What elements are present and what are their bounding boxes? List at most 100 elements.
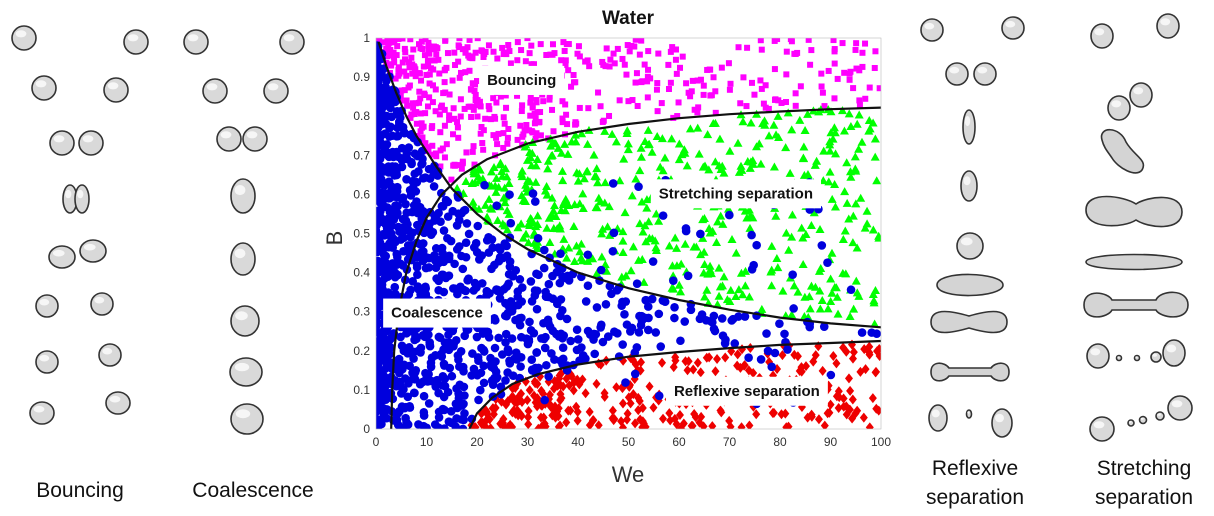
coalescence-point: [457, 415, 466, 424]
coalescence-point: [399, 233, 408, 243]
bouncing-point: [480, 127, 487, 134]
stretching-point: [846, 122, 856, 131]
stretching-point: [874, 233, 881, 242]
stretching-point: [578, 189, 588, 198]
reflexive-point: [618, 383, 627, 394]
coalescence-point: [540, 343, 550, 353]
coalescence-point: [608, 246, 618, 256]
coalescence-point: [409, 354, 418, 363]
coalescence-point: [418, 256, 428, 266]
boundary-coalescence-reflexive: [468, 339, 881, 429]
stretching-point: [469, 167, 479, 176]
bouncing-point: [427, 65, 434, 72]
coalescence-point: [533, 233, 543, 243]
coalescence-point: [558, 343, 568, 352]
bouncing-point: [446, 112, 453, 119]
bouncing-point: [740, 74, 747, 81]
bouncing-point: [457, 162, 464, 169]
coalescence-point: [410, 368, 420, 377]
bouncing-point: [480, 53, 487, 60]
stretching-point: [803, 169, 813, 178]
stretching-point: [652, 132, 662, 141]
coalescence-point: [770, 348, 780, 358]
bouncing-point: [825, 67, 832, 74]
coalescence-point: [502, 282, 512, 291]
coalescence-point: [425, 338, 434, 347]
bouncing-point: [466, 67, 473, 74]
bouncing-point: [561, 47, 568, 54]
coalescence-point: [539, 334, 549, 344]
stretching-point: [745, 163, 755, 172]
coalescence-point: [424, 263, 434, 272]
x-tick-labels: 0 10 20 30 40 50 60 70 80 90 100: [373, 435, 892, 449]
bouncing-point: [527, 94, 534, 101]
coalescence-point: [434, 332, 444, 342]
stretching-point: [716, 211, 726, 220]
stretching-point: [577, 129, 587, 138]
coalescence-point: [449, 284, 458, 293]
coalescence-point: [417, 160, 426, 169]
bouncing-point: [480, 146, 487, 153]
bouncing-point: [549, 41, 556, 48]
bouncing-point: [401, 68, 408, 75]
bouncing-point: [771, 38, 778, 44]
stretching-point: [700, 292, 710, 301]
bouncing-point: [677, 64, 684, 71]
stretching-point: [618, 236, 628, 245]
coalescence-point: [607, 289, 616, 299]
coalescence-point: [409, 388, 419, 398]
stretching-point: [546, 151, 556, 160]
stretching-point: [815, 286, 825, 295]
reflexive-point: [675, 409, 684, 420]
bouncing-point: [852, 46, 859, 53]
reflexive-point: [564, 405, 573, 416]
coalescence-point: [473, 221, 483, 231]
reflexive-point: [868, 393, 877, 404]
stretching-point: [817, 296, 827, 305]
coalescence-point: [401, 199, 410, 209]
coalescence-point: [447, 371, 457, 381]
droplet: [973, 62, 997, 86]
bouncing-point: [528, 42, 535, 49]
x-tick-label: 90: [824, 435, 838, 449]
coalescence-point: [543, 315, 553, 325]
bouncing-point: [523, 122, 530, 129]
bouncing-point: [409, 70, 416, 77]
droplet: [1167, 395, 1193, 421]
stretching-point: [704, 165, 714, 174]
bouncing-point: [669, 44, 676, 51]
bouncing-point: [441, 66, 448, 73]
droplet-highlight: [1111, 100, 1122, 108]
bouncing-point: [421, 52, 428, 59]
droplet-highlight: [234, 184, 246, 196]
coalescence-point: [444, 271, 454, 280]
stretching-point: [795, 115, 805, 124]
stretching-point: [474, 204, 484, 213]
bouncing-point: [546, 96, 553, 103]
coalescence-point: [379, 250, 389, 260]
coalescence-point: [422, 373, 432, 382]
bouncing-point: [432, 108, 439, 115]
bouncing-point: [782, 99, 789, 106]
bouncing-point: [439, 145, 446, 152]
bouncing-point: [477, 103, 484, 110]
reflexive-point: [725, 415, 734, 426]
coalescence-point: [434, 285, 443, 295]
coalescence-point: [725, 210, 734, 220]
stretching-point: [771, 211, 781, 220]
coalescence-point: [857, 328, 867, 337]
bouncing-point: [862, 40, 869, 47]
stretching-point: [844, 109, 854, 118]
stretching-point: [674, 139, 684, 148]
stretching-point: [647, 147, 657, 156]
droplet: [928, 404, 948, 432]
x-tick-label: 70: [723, 435, 737, 449]
coalescence-point: [386, 389, 396, 398]
bouncing-point: [655, 50, 662, 57]
satellite-droplet: [1150, 351, 1162, 363]
stretching-point: [734, 285, 744, 294]
coalescence-point: [376, 217, 384, 226]
bouncing-point: [470, 103, 477, 110]
coalescence-point: [752, 240, 761, 250]
coalescence-point: [377, 414, 387, 424]
